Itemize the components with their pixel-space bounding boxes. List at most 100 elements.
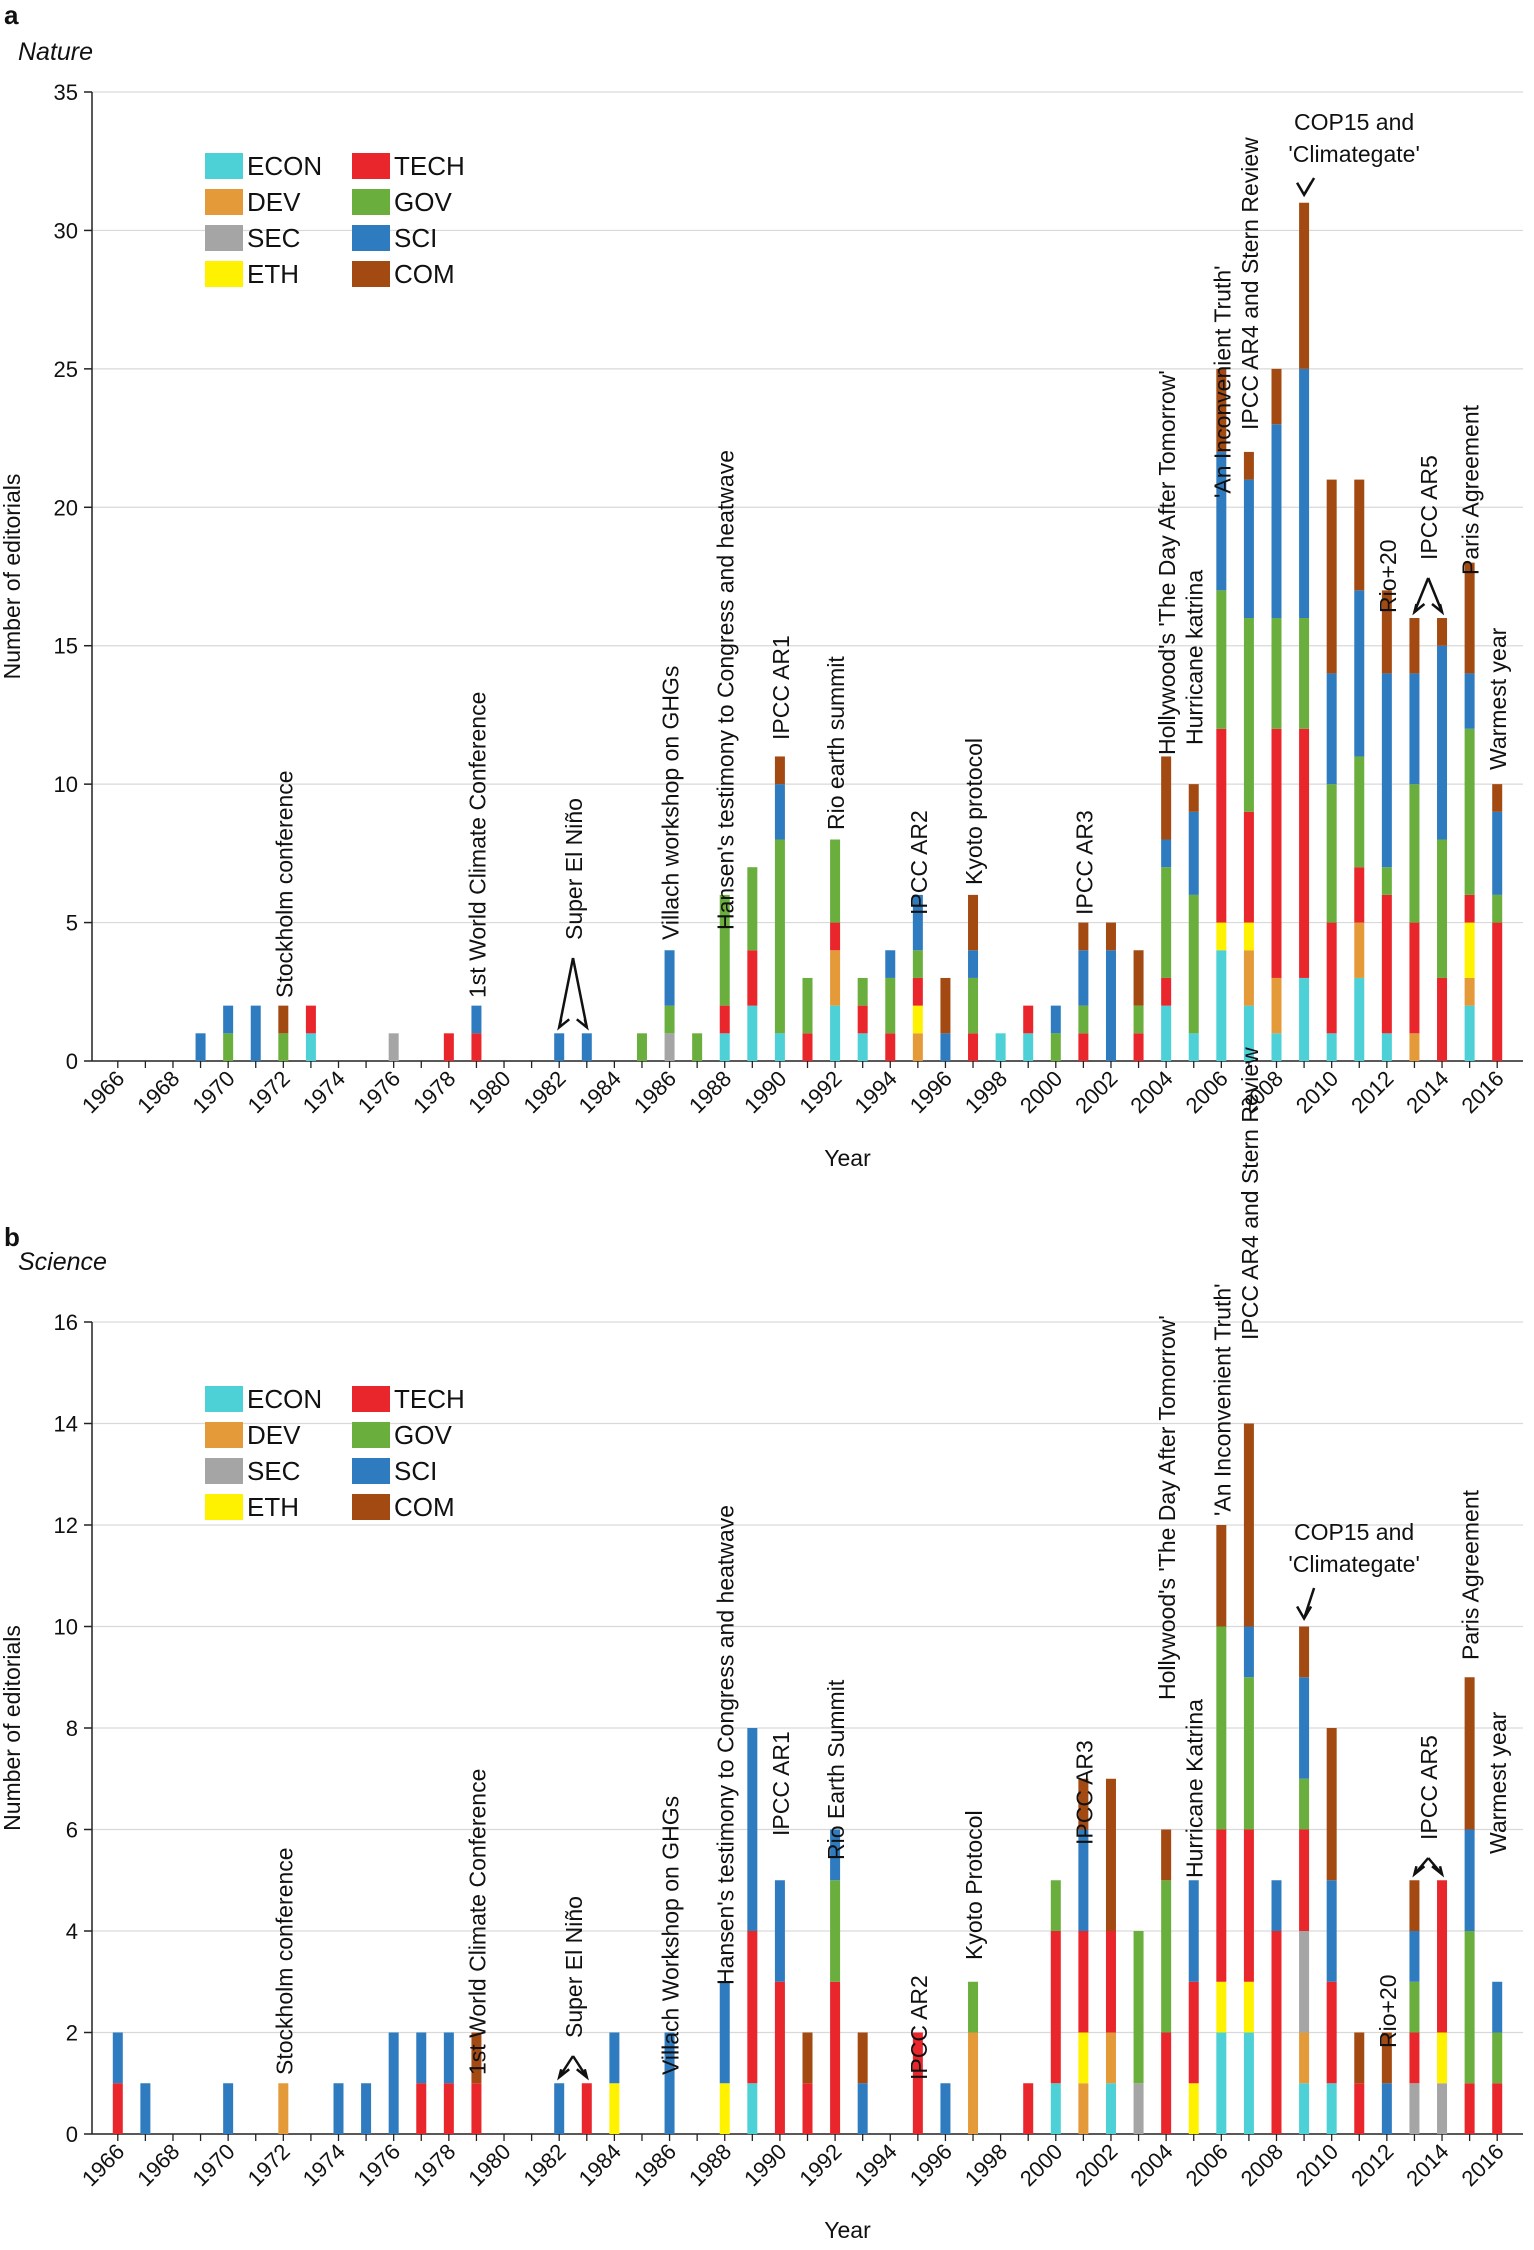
bar-econ-1998 <box>995 1033 1006 1061</box>
bar-tech-1978 <box>443 1033 454 1061</box>
x-tick-label: 2002 <box>1070 1066 1122 1118</box>
bar-sci-1993 <box>857 2083 868 2134</box>
bar-econ-2002 <box>1105 2083 1116 2134</box>
bar-tech-2001 <box>1078 1033 1089 1061</box>
bar-tech-1977 <box>416 2083 427 2134</box>
bar-econ-1973 <box>305 1033 316 1061</box>
legend-swatch <box>352 225 390 251</box>
y-tick-label: 35 <box>54 80 78 105</box>
event-label: Villach workshop on GHGs <box>658 666 684 940</box>
bar-tech-2004 <box>1161 2032 1172 2134</box>
x-tick-label: 1972 <box>243 1066 295 1118</box>
legend-item: ETH <box>205 259 299 289</box>
bar-tech-2000 <box>1050 1931 1061 2084</box>
y-tick-label: 16 <box>54 1310 78 1335</box>
event-label: Paris Agreement <box>1458 404 1484 575</box>
event-arrow <box>557 957 575 1028</box>
legend-label: COM <box>394 1492 455 1522</box>
bar-gov-1992 <box>830 839 841 923</box>
bar-sci-1975 <box>361 2083 372 2134</box>
bar-sci-1966 <box>112 2032 123 2084</box>
bar-com-1979 <box>471 2032 482 2084</box>
bar-eth-2015 <box>1464 922 1475 978</box>
bar-sci-2010 <box>1326 1880 1337 1982</box>
y-tick-label: 0 <box>66 1049 78 1074</box>
legend-item: COM <box>352 259 455 289</box>
bar-gov-2007 <box>1243 618 1254 812</box>
bar-com-2007 <box>1243 1423 1254 1627</box>
panel-letter: a <box>4 0 19 30</box>
bar-gov-2013 <box>1409 784 1420 923</box>
x-tick-label: 1996 <box>905 1066 957 1118</box>
bar-gov-2008 <box>1271 618 1282 729</box>
bar-eth-2006 <box>1216 1981 1227 2033</box>
bar-gov-1992 <box>830 1880 841 1982</box>
x-tick-label: 2000 <box>1015 1066 1067 1118</box>
bar-tech-2016 <box>1492 922 1503 1061</box>
legend-swatch <box>352 1458 390 1484</box>
event-label: Villach Workshop on GHGs <box>658 1796 684 2075</box>
event-label: Hurricane katrina <box>1182 570 1208 745</box>
y-axis-label: Number of editorials <box>0 1625 25 1831</box>
y-tick-label: 14 <box>54 1412 78 1437</box>
bar-eth-2007 <box>1243 1981 1254 2033</box>
x-tick-label: 2004 <box>1125 2139 1177 2191</box>
bar-tech-1979 <box>471 1033 482 1061</box>
legend-swatch <box>205 225 243 251</box>
event-label: Hurricane Katrina <box>1182 1699 1208 1878</box>
bar-sci-2008 <box>1271 1880 1282 1931</box>
x-tick-label: 1980 <box>463 2139 515 2191</box>
event-arrowhead <box>576 1018 589 1031</box>
bar-com-2013 <box>1409 618 1420 674</box>
legend-swatch <box>205 1422 243 1448</box>
x-tick-label: 2002 <box>1070 2139 1122 2191</box>
bar-com-2001 <box>1078 1778 1089 1830</box>
bar-com-2015 <box>1464 562 1475 674</box>
legend: ECON DEV SEC ETH TECH GOV SCI COM <box>205 1384 465 1522</box>
legend-swatch <box>205 261 243 287</box>
bar-econ-2006 <box>1216 2032 1227 2134</box>
bar-gov-1988 <box>719 894 730 1006</box>
bar-dev-2002 <box>1105 2032 1116 2084</box>
legend-swatch <box>352 261 390 287</box>
bar-tech-2008 <box>1271 728 1282 978</box>
legend-label: DEV <box>247 1420 301 1450</box>
event-arrow <box>571 957 589 1028</box>
journal-title: Nature <box>18 38 93 66</box>
bar-gov-2015 <box>1464 1931 1475 2084</box>
legend-swatch <box>352 153 390 179</box>
x-tick-label: 2016 <box>1456 2139 1508 2191</box>
x-tick-label: 1986 <box>629 2139 681 2191</box>
bar-sci-2007 <box>1243 1626 1254 1678</box>
legend-item: ETH <box>205 1492 299 1522</box>
bar-com-2009 <box>1299 202 1310 369</box>
bar-gov-2009 <box>1299 1778 1310 1830</box>
bar-eth-2014 <box>1437 2032 1448 2084</box>
event-label: 1st World Climate Conference <box>464 1769 490 2075</box>
bar-tech-1991 <box>802 1033 813 1061</box>
bar-com-1996 <box>940 977 951 1034</box>
bar-gov-2000 <box>1050 1880 1061 1931</box>
bar-econ-1992 <box>830 1005 841 1061</box>
bar-gov-1994 <box>885 977 896 1034</box>
bar-dev-2001 <box>1078 2083 1089 2134</box>
bar-sec-2013 <box>1409 2083 1420 2134</box>
bar-tech-1990 <box>774 1981 785 2134</box>
bar-sci-2004 <box>1161 839 1172 868</box>
bar-tech-2013 <box>1409 922 1420 1034</box>
bar-tech-1966 <box>112 2083 123 2134</box>
bar-gov-2011 <box>1354 756 1365 868</box>
bar-gov-2001 <box>1078 1005 1089 1034</box>
bar-sci-2006 <box>1216 451 1227 591</box>
x-tick-label: 1982 <box>518 1066 570 1118</box>
legend-swatch <box>205 153 243 179</box>
x-tick-label: 2012 <box>1346 1066 1398 1118</box>
bar-tech-2011 <box>1354 2083 1365 2134</box>
bar-com-2005 <box>1188 784 1199 812</box>
x-tick-label: 1982 <box>518 2139 570 2191</box>
bar-gov-2003 <box>1133 1931 1144 2084</box>
bar-gov-1991 <box>802 977 813 1034</box>
event-arrowhead <box>1296 182 1313 198</box>
event-arrowhead <box>1412 603 1426 616</box>
